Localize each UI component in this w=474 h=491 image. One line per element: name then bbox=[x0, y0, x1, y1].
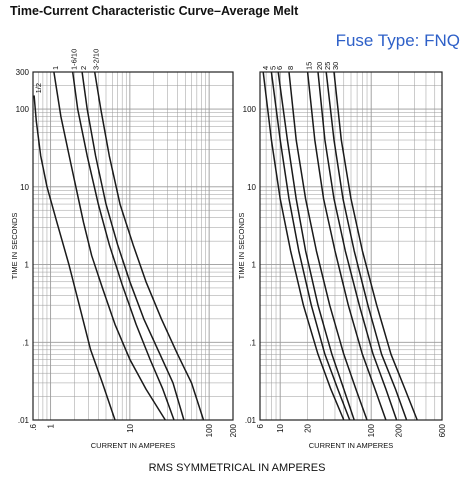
x-tick-label: 1 bbox=[47, 423, 56, 428]
curve-line bbox=[33, 95, 116, 421]
x-tick-label: 20 bbox=[304, 423, 313, 432]
x-tick-label: 10 bbox=[276, 423, 285, 432]
curve-line bbox=[333, 71, 418, 421]
curve-label: 4 bbox=[261, 66, 270, 70]
curve-label: 8 bbox=[286, 66, 295, 70]
curve-label: 2 bbox=[79, 66, 88, 70]
curve-line bbox=[81, 71, 185, 421]
chart-title: Time-Current Characteristic Curve–Averag… bbox=[10, 4, 299, 18]
curve-label: 25 bbox=[323, 62, 332, 70]
curve-label: 15 bbox=[305, 62, 314, 70]
y-tick-label: 1 bbox=[25, 261, 30, 270]
x-tick-label: 100 bbox=[205, 423, 214, 437]
left-plot-frame bbox=[32, 71, 234, 421]
curve-label: 1 bbox=[51, 66, 60, 70]
fuse-type-label: Fuse Type: FNQ bbox=[335, 31, 460, 50]
x-tick-label: 600 bbox=[438, 423, 447, 437]
curve-label: 6 bbox=[275, 66, 284, 70]
y-tick-label: 100 bbox=[243, 105, 257, 114]
x-tick-label: 100 bbox=[367, 423, 376, 437]
curve-line bbox=[262, 71, 345, 421]
curve-line bbox=[325, 71, 408, 421]
y-tick-label: .01 bbox=[18, 416, 30, 425]
y-tick-label: .1 bbox=[249, 338, 256, 347]
curve-line bbox=[93, 71, 205, 421]
curve-label: 20 bbox=[315, 62, 324, 70]
curve-label: 1/2 bbox=[34, 83, 43, 93]
curve-line bbox=[71, 71, 175, 421]
x-tick-label: 6 bbox=[256, 423, 265, 428]
curve-label: 5 bbox=[268, 66, 277, 70]
curve-label: 30 bbox=[331, 62, 340, 70]
x-tick-label: 200 bbox=[395, 423, 404, 437]
y-tick-label: .1 bbox=[22, 338, 29, 347]
right-grid bbox=[259, 71, 443, 421]
curve-line bbox=[288, 71, 368, 421]
curve-label: 1-6/10 bbox=[70, 49, 79, 70]
y-tick-label: 100 bbox=[16, 105, 30, 114]
x-tick-label: .6 bbox=[29, 423, 38, 430]
left-x-axis-label: CURRENT IN AMPERES bbox=[91, 441, 175, 450]
y-tick-label: 1 bbox=[252, 261, 257, 270]
footer-caption: RMS SYMMETRICAL IN AMPERES bbox=[148, 462, 326, 474]
y-tick-label: 10 bbox=[247, 183, 256, 192]
left-y-axis-label: TIME IN SECONDS bbox=[10, 213, 19, 280]
curve-line bbox=[53, 71, 166, 421]
right-x-axis-label: CURRENT IN AMPERES bbox=[309, 441, 393, 450]
y-tick-label: 10 bbox=[20, 183, 29, 192]
y-tick-label: 300 bbox=[16, 68, 30, 77]
curve-line bbox=[270, 71, 351, 421]
curve-line bbox=[306, 71, 387, 421]
y-tick-label: .01 bbox=[245, 416, 257, 425]
x-tick-label: 200 bbox=[229, 423, 238, 437]
x-tick-label: 10 bbox=[126, 423, 135, 432]
right-y-axis-label: TIME IN SECONDS bbox=[237, 213, 246, 280]
curve-line bbox=[317, 71, 398, 421]
curve-line bbox=[277, 71, 355, 421]
curve-label: 3-2/10 bbox=[92, 49, 101, 70]
right-plot-frame bbox=[259, 71, 443, 421]
